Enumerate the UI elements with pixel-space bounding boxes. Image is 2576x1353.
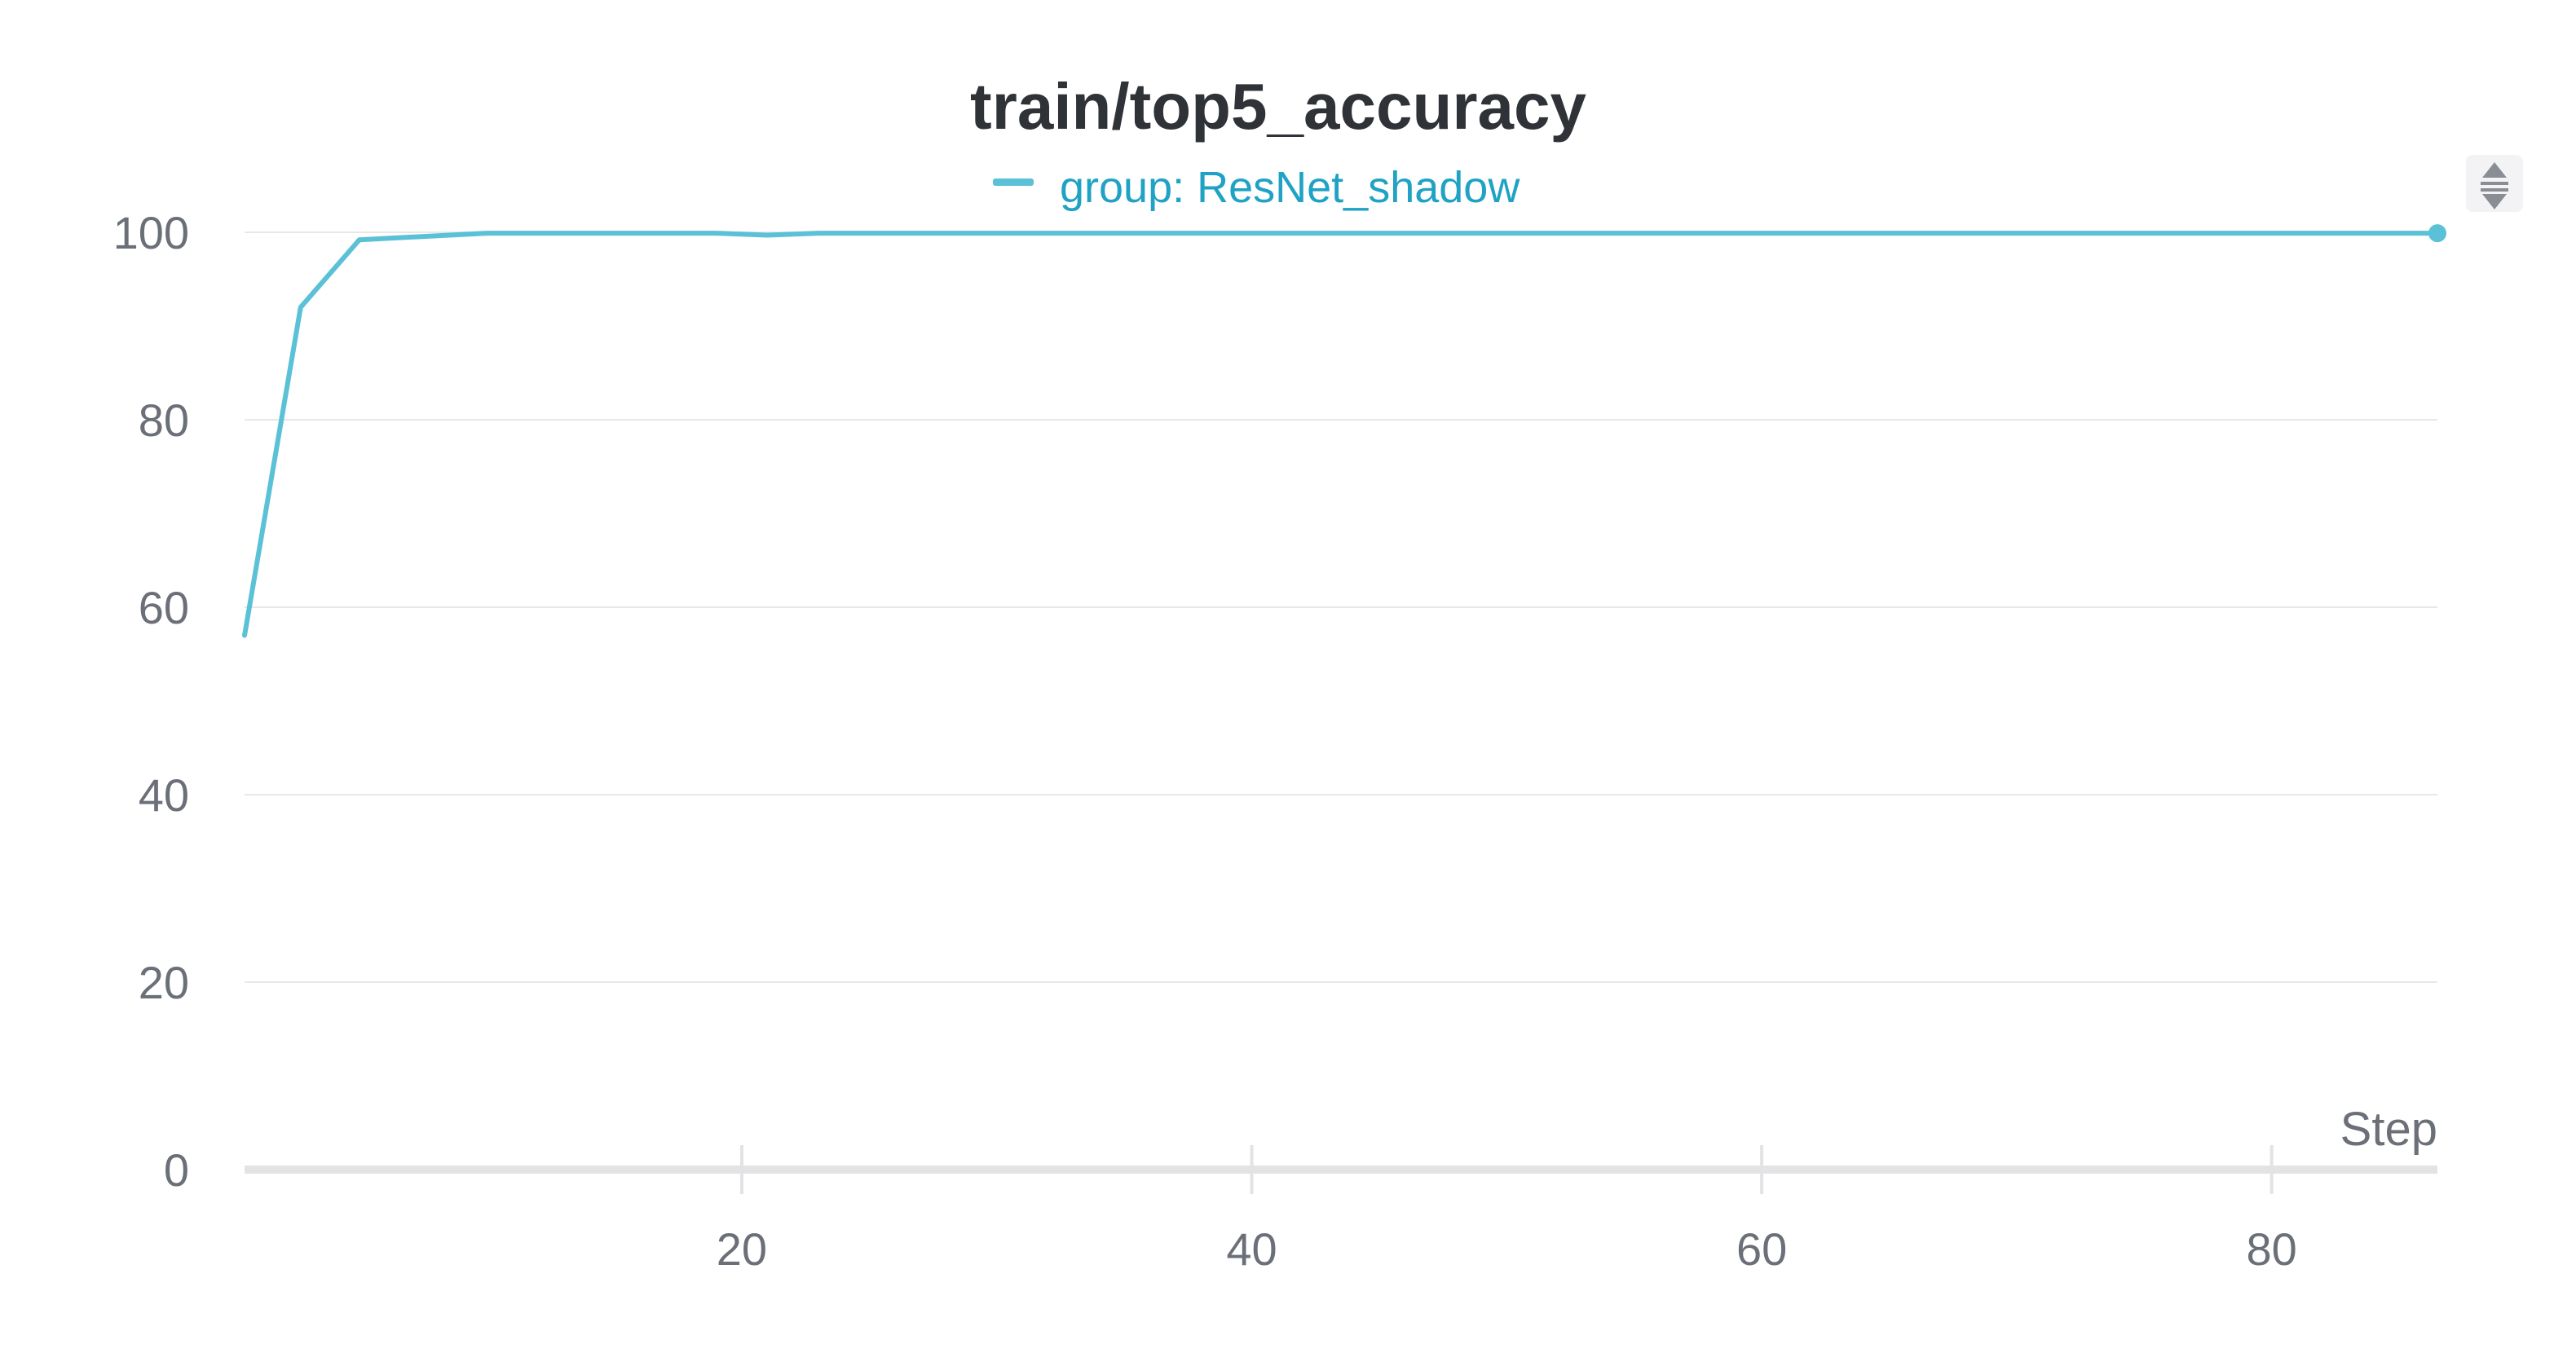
y-tick-label: 60 [139,582,189,633]
y-axis-ticks: 0 20 40 60 80 100 [113,207,189,1196]
x-tick-label: 80 [2247,1223,2297,1275]
legend-label-resnet-shadow: group: ResNet_shadow [1060,163,1520,212]
y-tick-label: 100 [113,207,189,258]
y-tick-label: 40 [139,769,189,821]
y-tick-label: 0 [164,1144,189,1196]
x-tick-label: 40 [1226,1223,1277,1275]
series-lines [242,224,2446,638]
legend[interactable]: group: ResNet_shadow [993,163,1520,212]
x-axis-ticks: 20 40 60 80 [717,1145,2297,1275]
series-end-point[interactable] [2428,224,2446,243]
x-tick-label: 20 [717,1223,767,1275]
y-tick-label: 80 [139,394,189,446]
x-tick-label: 60 [1736,1223,1787,1275]
x-axis-label: Step [2340,1103,2437,1156]
y-tick-label: 20 [139,957,189,1008]
series-line [242,231,2440,638]
gridlines [245,231,2437,983]
sort-arrows-icon[interactable] [2466,155,2523,212]
legend-swatch-resnet-shadow [993,178,1034,186]
chart-title: train/top5_accuracy [970,70,1586,143]
